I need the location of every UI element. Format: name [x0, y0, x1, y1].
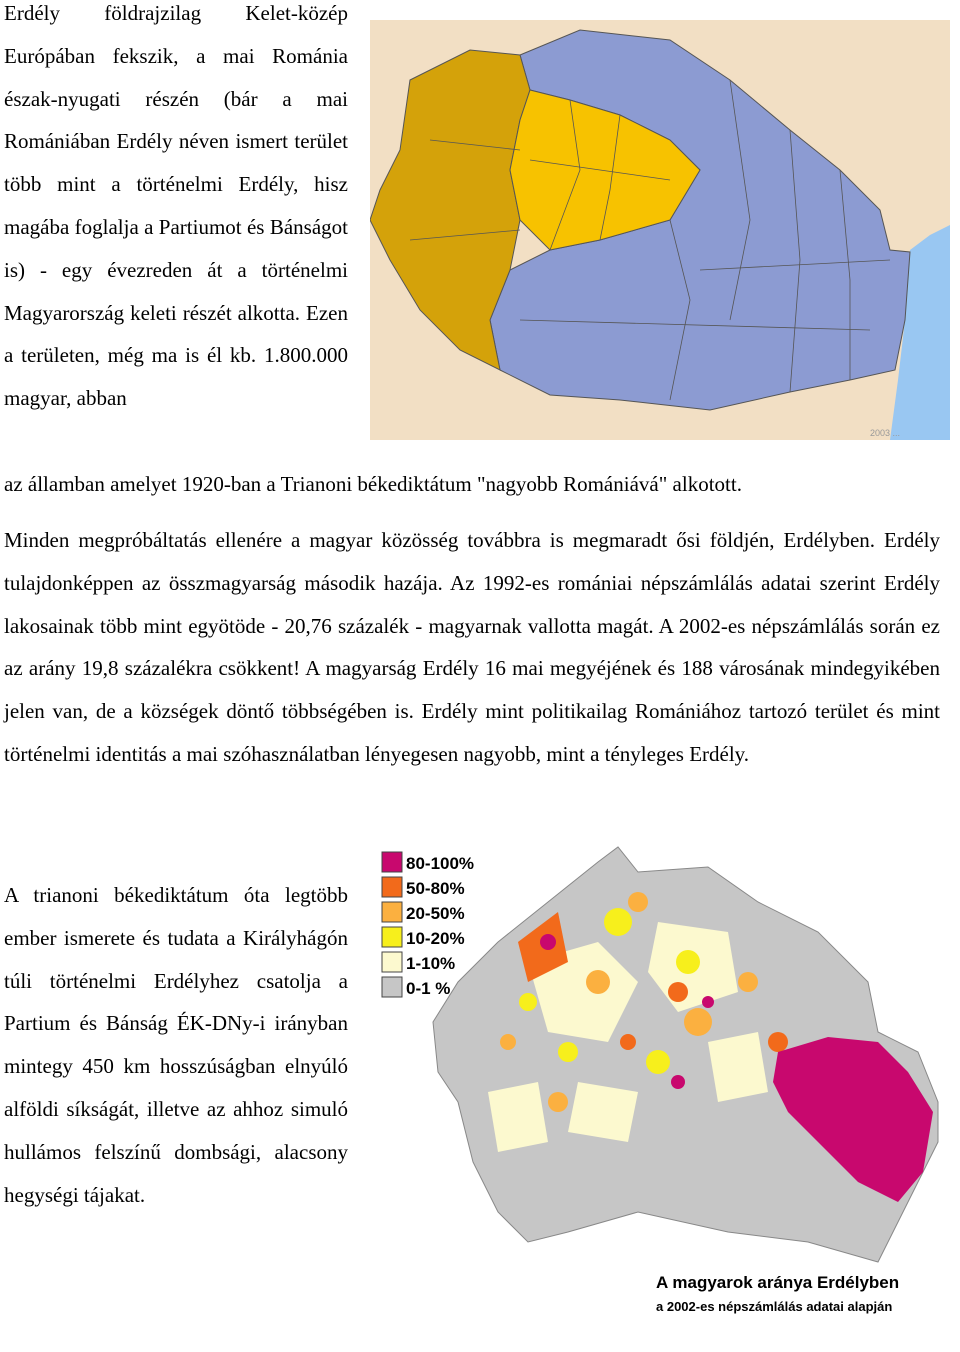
legend-swatch — [381, 851, 403, 873]
region-transylvania — [509, 89, 701, 251]
legend-label: 10-20% — [406, 929, 465, 948]
map2-caption-subtitle: a 2002-es népszámlálás adatai alapján — [656, 1299, 892, 1314]
trianon-paragraph: A trianoni békediktátum óta legtöbb embe… — [4, 883, 348, 1207]
hungarian-share-map: 80-100% 50-80% 20-50% 10-20% 1-10% 0-1 %… — [381, 846, 939, 1314]
legend-swatch — [381, 876, 403, 898]
patch-80-100-szeklerland — [773, 1037, 933, 1202]
legend-swatch — [381, 976, 403, 998]
county-borders — [409, 79, 891, 401]
black-sea — [890, 225, 950, 440]
region-partium-banat — [370, 49, 531, 371]
romania-regions-map: 2003 ... — [370, 20, 950, 440]
legend-label: 0-1 % — [406, 979, 450, 998]
legend-swatch — [381, 901, 403, 923]
legend-label: 50-80% — [406, 879, 465, 898]
map1-credit: 2003 ... — [870, 428, 900, 438]
legend-swatch — [381, 926, 403, 948]
community-paragraph: Minden megpróbáltatás ellenére a magyar … — [4, 528, 940, 766]
map2-caption-title: A magyarok aránya Erdélyben — [656, 1273, 899, 1292]
legend-label: 20-50% — [406, 904, 465, 923]
legend-label: 80-100% — [406, 854, 474, 873]
legend: 80-100% 50-80% 20-50% 10-20% 1-10% 0-1 % — [381, 851, 474, 998]
legend-label: 1-10% — [406, 954, 455, 973]
intro-paragraph-continuation: az államban amelyet 1920-ban a Trianoni … — [4, 472, 742, 496]
intro-paragraph: Erdély földrajzilag Kelet-közép Európába… — [4, 1, 348, 411]
patches-20-50 — [500, 892, 758, 1112]
patches-80-100 — [540, 934, 714, 1089]
legend-swatch — [381, 951, 403, 973]
patches-10-20 — [519, 908, 700, 1074]
